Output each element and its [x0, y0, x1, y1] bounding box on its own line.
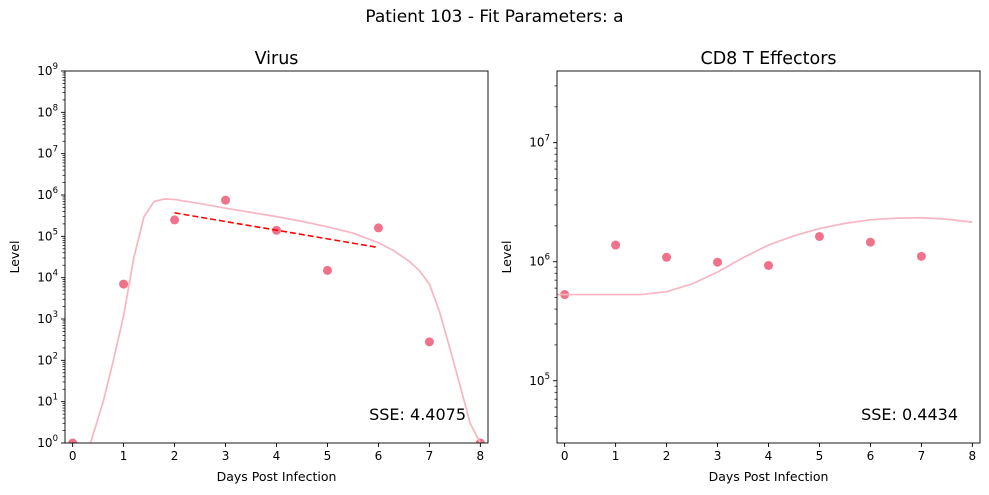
y-tick-label: 105 — [37, 227, 58, 243]
x-tick-label: 2 — [663, 449, 671, 463]
y-tick-label: 106 — [529, 253, 550, 269]
x-tick-label: 3 — [222, 449, 230, 463]
x-tick-label: 6 — [375, 449, 383, 463]
data-point — [119, 279, 129, 289]
x-tick-label: 3 — [714, 449, 722, 463]
data-point — [68, 438, 78, 443]
trend-line — [174, 212, 377, 248]
x-tick-label: 7 — [426, 449, 434, 463]
y-tick-label: 107 — [37, 145, 58, 161]
x-axis-label: Days Post Infection — [217, 469, 337, 484]
x-tick-label: 7 — [918, 449, 926, 463]
data-point — [170, 215, 180, 225]
panel-title: Virus — [255, 49, 299, 69]
cd8-panel: CD8 T Effectors 0 1 2 3 4 5 6 7 8 105 106 107 Days Po… — [499, 49, 981, 484]
data-point — [764, 260, 773, 270]
x-tick-label: 6 — [867, 449, 875, 463]
x-tick-label: 1 — [120, 449, 128, 463]
y-tick-label: 106 — [37, 186, 58, 202]
data-point — [814, 231, 824, 241]
x-tick-label: 1 — [612, 449, 620, 463]
y-tick-label: 109 — [37, 62, 58, 78]
x-axis-label: Days Post Infection — [709, 469, 829, 484]
y-tick-label: 108 — [37, 103, 58, 119]
x-tick-label: 8 — [969, 449, 977, 463]
y-tick-label: 104 — [37, 269, 58, 285]
data-point — [424, 337, 434, 347]
data-point — [373, 223, 383, 233]
x-tick-label: 0 — [69, 449, 77, 463]
data-point — [322, 265, 332, 275]
plot-area — [68, 195, 485, 443]
data-point — [611, 240, 621, 250]
y-tick-label: 101 — [37, 393, 58, 409]
y-tick-label: 100 — [37, 434, 58, 450]
x-tick-label: 0 — [561, 449, 569, 463]
x-tick-label: 5 — [816, 449, 824, 463]
data-point — [221, 195, 231, 205]
plot-frame — [556, 70, 981, 444]
sse-annotation: SSE: 4.4075 — [369, 405, 466, 424]
y-tick-label: 102 — [37, 351, 58, 367]
data-point — [916, 251, 926, 261]
x-tick-label: 2 — [171, 449, 179, 463]
y-tick-label: 105 — [529, 372, 550, 388]
model-fit-line — [89, 198, 482, 443]
x-tick-label: 4 — [273, 449, 281, 463]
virus-panel: Virus 0 1 2 3 4 5 6 7 8 100 101 102 103 104 105 106 107 10… — [7, 49, 489, 484]
x-tick-label: 4 — [765, 449, 773, 463]
y-axis-label: Level — [499, 241, 514, 274]
y-tick-label: 103 — [37, 310, 58, 326]
data-point — [865, 237, 875, 247]
figure-title: Patient 103 - Fit Parameters: a — [365, 7, 624, 27]
model-fit-line — [557, 216, 973, 296]
data-point — [713, 257, 723, 267]
y-tick-label: 107 — [529, 134, 550, 150]
panel-title: CD8 T Effectors — [700, 49, 836, 69]
data-point — [662, 252, 672, 262]
x-tick-label: 8 — [477, 449, 485, 463]
plot-frame — [64, 70, 489, 444]
sse-annotation: SSE: 0.4434 — [861, 405, 958, 424]
y-axis-label: Level — [7, 241, 22, 274]
x-tick-label: 5 — [324, 449, 332, 463]
plot-area — [557, 216, 973, 300]
